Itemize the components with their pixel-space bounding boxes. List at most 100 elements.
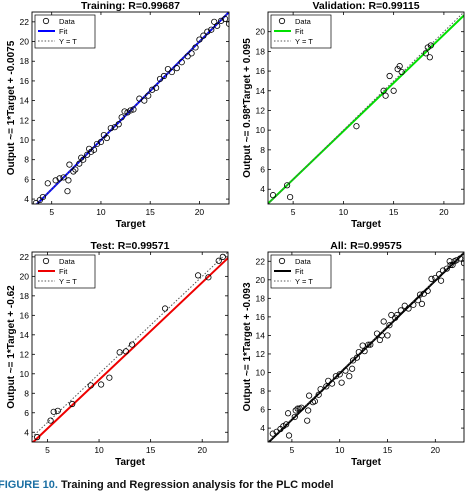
data-point bbox=[211, 18, 218, 25]
data-point bbox=[72, 166, 79, 173]
data-point bbox=[405, 305, 412, 312]
data-point bbox=[52, 177, 59, 184]
legend-data-label: Data bbox=[295, 257, 312, 266]
y-tick-label: 18 bbox=[256, 46, 266, 56]
legend-data-label: Data bbox=[59, 257, 76, 266]
data-point bbox=[342, 367, 349, 374]
data-point bbox=[44, 180, 51, 187]
y-tick-label: 10 bbox=[20, 369, 30, 379]
y-tick-label: 6 bbox=[24, 408, 29, 418]
y-tick-label: 12 bbox=[256, 349, 266, 359]
legend-identity-label: Y = T bbox=[295, 277, 313, 286]
caption-text: Training and Regression analysis for the… bbox=[57, 479, 334, 491]
data-point bbox=[355, 348, 362, 356]
x-tick-label: 5 bbox=[290, 445, 295, 455]
data-point bbox=[447, 261, 454, 269]
y-tick-label: 6 bbox=[260, 405, 265, 415]
y-tick-label: 18 bbox=[20, 291, 30, 301]
data-point bbox=[221, 15, 229, 22]
data-point bbox=[141, 97, 148, 104]
plot-lines bbox=[32, 252, 228, 442]
data-point bbox=[80, 156, 87, 163]
data-point bbox=[225, 20, 229, 27]
data-point bbox=[145, 92, 152, 99]
data-point bbox=[317, 386, 324, 393]
data-point bbox=[87, 382, 94, 389]
data-point bbox=[93, 140, 101, 148]
data-point bbox=[106, 374, 113, 381]
data-point bbox=[386, 322, 393, 329]
data-point bbox=[382, 92, 389, 99]
y-tick-label: 22 bbox=[20, 17, 30, 27]
y-tick-label: 4 bbox=[24, 427, 29, 437]
legend-fit-label: Fit bbox=[295, 267, 304, 276]
y-tick-label: 8 bbox=[260, 145, 265, 155]
data-point bbox=[436, 271, 443, 278]
fit-line bbox=[32, 257, 228, 442]
data-point bbox=[353, 354, 361, 361]
data-point bbox=[269, 430, 276, 437]
axes-frame bbox=[267, 11, 465, 205]
y-axis-label: Output ~= 1*Target + -0.093 bbox=[242, 282, 253, 411]
data-point bbox=[398, 68, 405, 76]
x-axis-label: Target bbox=[115, 457, 145, 468]
y-tick-label: 18 bbox=[256, 293, 266, 303]
data-point bbox=[349, 365, 356, 372]
data-point bbox=[64, 188, 71, 195]
legend-data-marker bbox=[278, 17, 286, 25]
data-point bbox=[107, 125, 114, 132]
data-point bbox=[283, 182, 291, 189]
data-point bbox=[305, 407, 312, 414]
panel-title: Training: R=0.99687 bbox=[81, 0, 180, 12]
identity-line bbox=[32, 252, 228, 438]
x-axis-label: Target bbox=[116, 219, 146, 230]
y-tick-label: 14 bbox=[20, 330, 30, 340]
data-point bbox=[427, 42, 434, 49]
legend-fit-label: Fit bbox=[295, 27, 304, 36]
x-axis-label: Target bbox=[351, 219, 381, 230]
data-point bbox=[200, 32, 207, 39]
x-tick-label: 10 bbox=[335, 445, 345, 455]
y-tick-label: 18 bbox=[20, 56, 30, 66]
legend-identity-label: Y = T bbox=[59, 277, 77, 286]
data-point bbox=[287, 194, 294, 201]
data-point bbox=[65, 177, 72, 184]
x-tick-label: 10 bbox=[94, 445, 104, 455]
data-point bbox=[103, 134, 110, 142]
data-point bbox=[396, 63, 403, 70]
identity-line bbox=[268, 12, 464, 204]
y-tick-label: 14 bbox=[256, 330, 266, 340]
data-point bbox=[424, 287, 431, 295]
data-point bbox=[367, 341, 374, 348]
x-tick-label: 5 bbox=[45, 445, 50, 455]
data-point bbox=[424, 44, 431, 51]
x-tick-label: 20 bbox=[195, 207, 205, 217]
y-tick-label: 6 bbox=[24, 174, 29, 184]
axes-frame bbox=[31, 251, 229, 443]
legend-data-marker bbox=[42, 257, 50, 265]
y-tick-label: 22 bbox=[256, 256, 266, 266]
data-point bbox=[50, 408, 57, 415]
y-tick-label: 22 bbox=[20, 252, 30, 262]
data-point bbox=[122, 348, 129, 355]
y-tick-label: 14 bbox=[256, 86, 266, 96]
y-tick-label: 20 bbox=[256, 27, 266, 37]
y-tick-label: 16 bbox=[256, 312, 266, 322]
data-point bbox=[149, 86, 156, 93]
y-tick-label: 20 bbox=[20, 271, 30, 281]
data-point bbox=[315, 391, 322, 398]
data-point bbox=[283, 421, 290, 428]
data-point bbox=[205, 274, 212, 281]
data-point bbox=[173, 65, 180, 72]
data-point bbox=[449, 261, 456, 269]
data-point bbox=[311, 398, 318, 405]
x-tick-label: 20 bbox=[197, 445, 207, 455]
x-axis-label: Target bbox=[351, 457, 381, 468]
data-point bbox=[161, 305, 169, 312]
x-tick-label: 20 bbox=[431, 445, 441, 455]
data-point bbox=[160, 72, 168, 80]
y-tick-label: 12 bbox=[20, 115, 30, 125]
